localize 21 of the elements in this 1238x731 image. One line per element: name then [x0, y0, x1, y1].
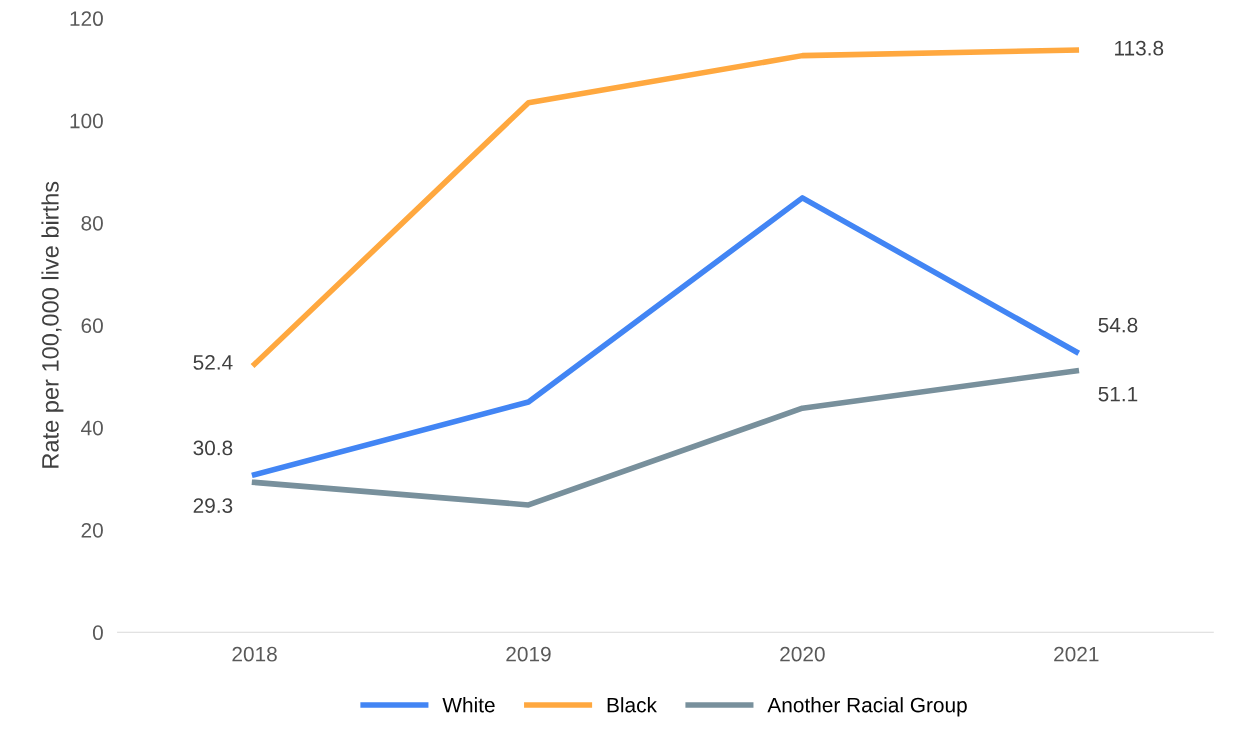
y-tick-label: 60 — [81, 318, 103, 334]
data-label: 52.4 — [193, 355, 233, 370]
x-tick-label: 2019 — [506, 646, 551, 662]
y-tick-label: 120 — [70, 11, 103, 27]
data-label: 29.3 — [193, 498, 233, 513]
data-label: 113.8 — [1115, 40, 1164, 56]
legend-label: Black — [607, 697, 657, 713]
y-tick-label: 100 — [70, 113, 103, 129]
y-tick-label: 0 — [92, 625, 103, 641]
y-tick-label: 20 — [81, 522, 103, 538]
y-axis-title: Rate per 100,000 live births — [41, 181, 64, 468]
x-tick-label: 2020 — [780, 646, 825, 662]
data-label: 30.8 — [193, 440, 233, 456]
y-tick-label: 80 — [81, 215, 103, 231]
data-label: 51.1 — [1098, 386, 1138, 402]
x-tick-label: 2018 — [232, 646, 277, 662]
y-tick-label: 40 — [81, 420, 103, 436]
data-label: 54.8 — [1098, 317, 1138, 333]
x-tick-label: 2021 — [1054, 646, 1099, 662]
legend-label: White — [442, 697, 495, 713]
legend-label: Another Racial Group — [767, 697, 967, 717]
